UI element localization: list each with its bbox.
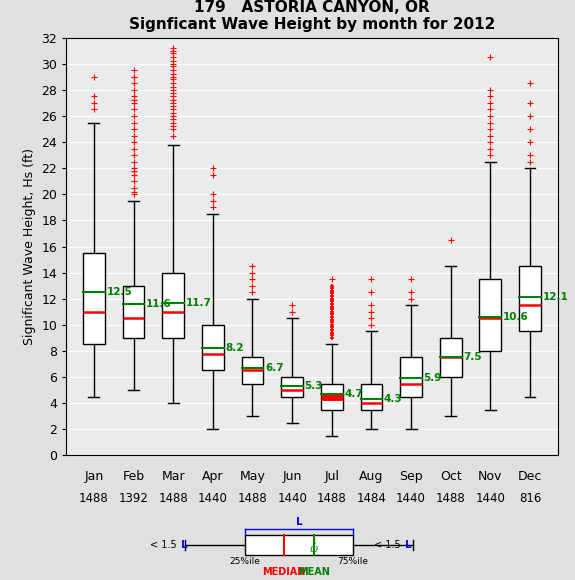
Text: L: L (296, 517, 302, 527)
Text: Sep: Sep (399, 470, 423, 483)
Text: 1488: 1488 (317, 492, 347, 505)
Y-axis label: Significant Wave Height, Hs (ft): Significant Wave Height, Hs (ft) (22, 148, 36, 345)
Text: 25%ile: 25%ile (230, 557, 260, 566)
Text: Nov: Nov (478, 470, 503, 483)
Text: Jul: Jul (324, 470, 339, 483)
Text: 1440: 1440 (396, 492, 426, 505)
Text: 1392: 1392 (118, 492, 148, 505)
Text: 4.7: 4.7 (344, 389, 363, 399)
Text: 1488: 1488 (79, 492, 109, 505)
Text: 10.6: 10.6 (503, 312, 528, 322)
Text: Oct: Oct (440, 470, 462, 483)
Bar (242, 357, 263, 383)
Text: 1488: 1488 (158, 492, 188, 505)
Text: Dec: Dec (518, 470, 542, 483)
Text: 7.5: 7.5 (463, 353, 482, 362)
Text: 1440: 1440 (198, 492, 228, 505)
Text: L: L (181, 540, 187, 550)
Text: 816: 816 (519, 492, 541, 505)
Text: 8.2: 8.2 (225, 343, 244, 353)
Text: Mar: Mar (162, 470, 185, 483)
Text: 6.7: 6.7 (265, 363, 283, 373)
Text: 1484: 1484 (356, 492, 386, 505)
Text: 5.3: 5.3 (305, 381, 323, 391)
Text: $\hat{\omega}$: $\hat{\omega}$ (309, 541, 319, 554)
Text: 4.3: 4.3 (384, 394, 402, 404)
Text: 11.6: 11.6 (146, 299, 172, 309)
Bar (480, 279, 501, 351)
Text: 12.5: 12.5 (106, 287, 132, 297)
Text: L: L (405, 540, 412, 550)
Text: Jan: Jan (85, 470, 104, 483)
Text: Apr: Apr (202, 470, 224, 483)
Text: 1440: 1440 (476, 492, 505, 505)
Text: MEAN: MEAN (298, 567, 330, 577)
Bar (245, 535, 353, 555)
Bar (321, 383, 343, 409)
Text: 12.1: 12.1 (542, 292, 568, 302)
Text: 5.9: 5.9 (424, 374, 442, 383)
Bar (400, 357, 422, 397)
Title: 179   ASTORIA CANYON, OR
Signficant Wave Height by month for 2012: 179 ASTORIA CANYON, OR Signficant Wave H… (129, 0, 495, 32)
Text: < 1.5: < 1.5 (374, 540, 404, 550)
Bar (162, 273, 184, 338)
Bar (440, 338, 462, 377)
Text: May: May (240, 470, 266, 483)
Text: < 1.5: < 1.5 (150, 540, 179, 550)
Text: 11.7: 11.7 (186, 298, 212, 307)
Bar (83, 253, 105, 345)
Text: MEDIAN: MEDIAN (262, 567, 306, 577)
Text: Jun: Jun (282, 470, 302, 483)
Bar (519, 266, 541, 331)
Bar (202, 325, 224, 371)
Bar (122, 286, 144, 338)
Text: 75%ile: 75%ile (338, 557, 369, 566)
Bar (361, 383, 382, 409)
Text: Feb: Feb (122, 470, 144, 483)
Text: 1488: 1488 (436, 492, 466, 505)
Text: 1440: 1440 (277, 492, 307, 505)
Text: Aug: Aug (359, 470, 384, 483)
Text: 1488: 1488 (237, 492, 267, 505)
Bar (281, 377, 303, 397)
